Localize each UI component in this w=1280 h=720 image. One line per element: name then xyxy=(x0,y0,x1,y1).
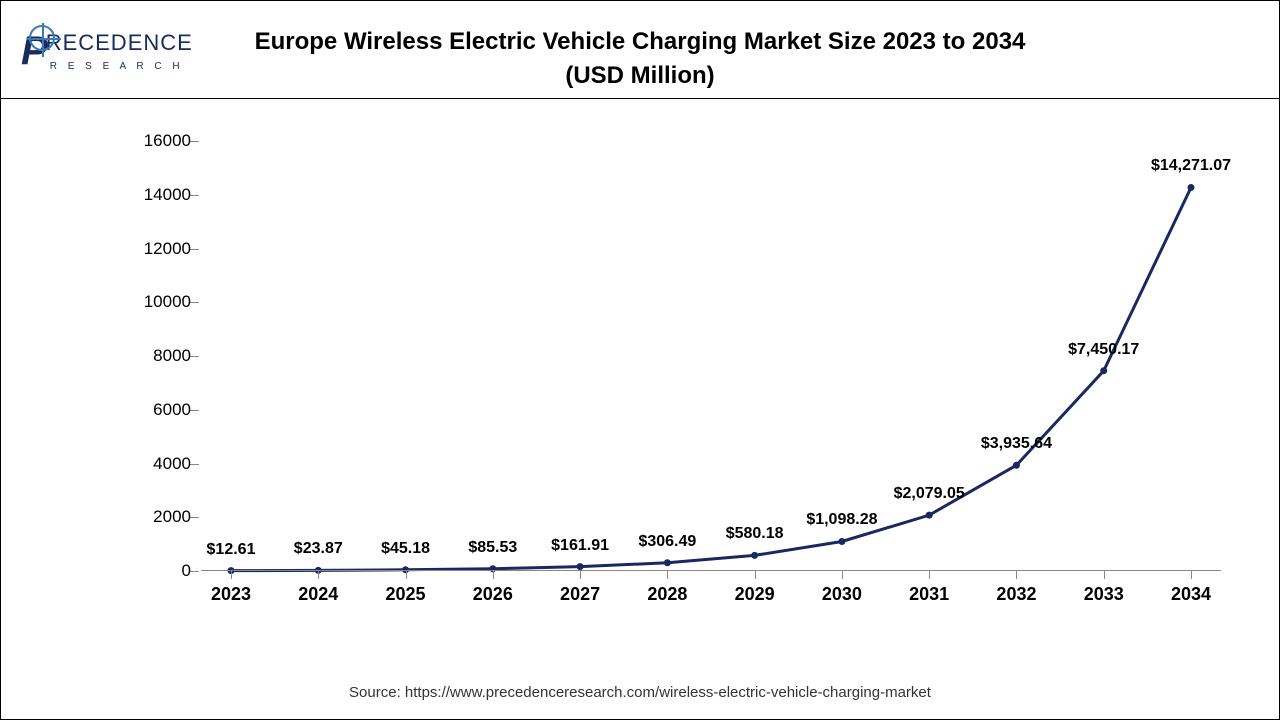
data-label: $580.18 xyxy=(726,525,784,543)
data-label: $14,271.07 xyxy=(1151,157,1231,175)
x-tick-label: 2025 xyxy=(386,584,426,605)
y-tick-label: 10000 xyxy=(121,292,191,312)
y-tick-label: 2000 xyxy=(121,507,191,527)
data-label: $161.91 xyxy=(551,537,609,555)
x-tick-label: 2023 xyxy=(211,584,251,605)
x-axis xyxy=(201,570,1221,571)
data-label: $7,450.17 xyxy=(1068,341,1139,359)
plot-region: 0200040006000800010000120001400016000202… xyxy=(201,141,1221,571)
data-label: $23.87 xyxy=(294,540,343,558)
x-tick-label: 2031 xyxy=(909,584,949,605)
logo-scope-icon xyxy=(29,25,55,51)
x-tick xyxy=(667,571,668,579)
y-tick-label: 6000 xyxy=(121,400,191,420)
x-tick xyxy=(406,571,407,579)
x-tick xyxy=(1016,571,1017,579)
data-marker xyxy=(1188,184,1195,191)
x-tick xyxy=(231,571,232,579)
x-tick xyxy=(493,571,494,579)
x-tick-label: 2029 xyxy=(735,584,775,605)
x-tick xyxy=(929,571,930,579)
y-tick-label: 12000 xyxy=(121,239,191,259)
data-label: $12.61 xyxy=(207,541,256,559)
x-tick-label: 2033 xyxy=(1084,584,1124,605)
data-marker xyxy=(664,559,671,566)
x-tick-label: 2027 xyxy=(560,584,600,605)
data-label: $306.49 xyxy=(638,533,696,551)
chart-line xyxy=(231,187,1191,570)
data-marker xyxy=(1013,462,1020,469)
logo-sub: R E S E A R C H xyxy=(50,61,184,72)
logo-brand: RECEDENCE xyxy=(46,30,193,55)
logo-letter-p: P xyxy=(21,29,48,74)
x-tick xyxy=(580,571,581,579)
x-tick xyxy=(1191,571,1192,579)
y-tick-label: 8000 xyxy=(121,346,191,366)
x-tick-label: 2024 xyxy=(298,584,338,605)
y-tick-label: 16000 xyxy=(121,131,191,151)
data-label: $1,098.28 xyxy=(806,511,877,529)
y-tick-label: 4000 xyxy=(121,454,191,474)
x-tick xyxy=(318,571,319,579)
chart-area: 0 2000 4000 6000 8000 10000 12000 14000 16000 202… xyxy=(121,131,1221,631)
data-marker xyxy=(838,538,845,545)
x-tick-label: 2032 xyxy=(996,584,1036,605)
header: P RECEDENCE R E S E A R C H Europe Wirel… xyxy=(1,1,1279,99)
logo: P RECEDENCE R E S E A R C H xyxy=(21,29,193,74)
x-tick-label: 2028 xyxy=(647,584,687,605)
data-marker xyxy=(1100,367,1107,374)
x-tick xyxy=(1104,571,1105,579)
x-tick xyxy=(755,571,756,579)
data-label: $2,079.05 xyxy=(894,485,965,503)
data-label: $85.53 xyxy=(468,539,517,557)
x-tick-label: 2026 xyxy=(473,584,513,605)
data-label: $3,935.64 xyxy=(981,435,1052,453)
data-label: $45.18 xyxy=(381,540,430,558)
x-tick-label: 2030 xyxy=(822,584,862,605)
data-marker xyxy=(751,552,758,559)
data-marker xyxy=(926,512,933,519)
y-tick-label: 0 xyxy=(121,561,191,581)
y-tick-label: 14000 xyxy=(121,185,191,205)
x-tick xyxy=(842,571,843,579)
source-text: Source: https://www.precedenceresearch.c… xyxy=(1,684,1279,701)
x-tick-label: 2034 xyxy=(1171,584,1211,605)
